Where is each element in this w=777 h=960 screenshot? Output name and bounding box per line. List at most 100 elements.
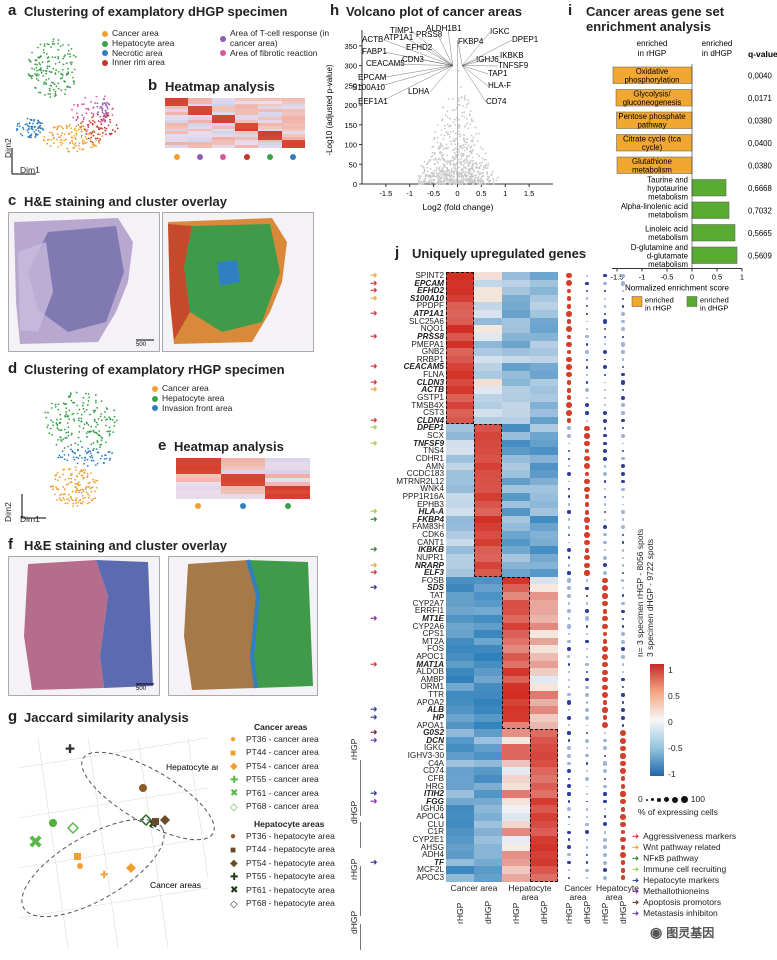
dotplot-dot <box>584 448 590 454</box>
legend-dot <box>102 50 108 57</box>
heatmap-cell <box>474 645 502 654</box>
umap-point <box>94 394 97 396</box>
volcano-point <box>444 170 447 173</box>
gene-label: ATP1A1 <box>413 309 444 319</box>
umap-point <box>70 136 73 139</box>
dotplot-dot <box>621 678 625 682</box>
dotplot-dot <box>566 578 572 583</box>
heatmap-cell <box>530 454 558 463</box>
umap-point <box>88 120 91 122</box>
volcano-ytick: 100 <box>344 141 357 150</box>
volcano-point <box>457 69 460 72</box>
umap-point <box>67 396 70 398</box>
umap-point <box>93 420 96 423</box>
arrow-icon: ➜ <box>632 842 640 852</box>
umap-point <box>80 413 83 416</box>
dotplot-dot <box>621 594 625 598</box>
heatmap-cell <box>176 474 222 479</box>
dotplot-dot <box>603 784 607 789</box>
umap-point <box>56 471 59 474</box>
size-legend-min: 0 <box>638 794 643 804</box>
marker-icon: ✖ <box>230 788 239 799</box>
heatmap-cell <box>530 470 558 479</box>
umap-point <box>47 77 50 80</box>
heatmap-cell <box>530 462 558 471</box>
heatmap-cell <box>281 142 306 146</box>
umap-point <box>69 61 72 64</box>
umap-point <box>65 411 67 413</box>
panel-d-umap <box>21 391 118 519</box>
gsea-xtick: -1 <box>639 273 646 282</box>
volcano-point <box>450 171 453 174</box>
umap-point <box>64 88 67 91</box>
marker-legend-label: NFκB pathway <box>643 853 699 863</box>
umap-point <box>16 129 18 132</box>
heatmap-cell <box>446 706 474 715</box>
volcano-point <box>474 174 477 177</box>
volcano-point <box>452 121 455 124</box>
volcano-point <box>455 156 458 158</box>
heatmap-cell <box>258 114 283 118</box>
umap-point <box>39 68 42 71</box>
heatmap-cell <box>530 813 558 822</box>
legend-label: PT68 - hepatocyte area <box>246 898 335 909</box>
umap-point <box>81 120 84 123</box>
volcano-point <box>454 132 457 135</box>
dotplot-dot <box>584 562 590 569</box>
gene-label: RRBP1 <box>416 354 444 364</box>
volcano-point <box>465 103 468 106</box>
volcano-point <box>449 177 452 180</box>
umap-point <box>44 82 47 84</box>
dotplot-dot <box>567 869 571 872</box>
volcano-point <box>420 165 423 167</box>
umap-point <box>92 145 95 148</box>
volcano-point <box>448 124 451 127</box>
panel-b-letter: b <box>148 77 158 94</box>
marker-arrow-icon: ➜ <box>370 734 378 745</box>
umap-point <box>70 433 73 436</box>
gsea-bar <box>691 224 736 242</box>
umap-point <box>77 443 80 446</box>
heatmap-cell <box>235 128 259 132</box>
legend-dot <box>152 385 158 392</box>
umap-point <box>52 424 55 427</box>
volcano-point <box>442 137 445 140</box>
dotplot-dot <box>567 632 571 636</box>
heatmap-cell <box>235 103 259 107</box>
heatmap-cell <box>502 439 530 448</box>
umap-point <box>33 68 36 71</box>
dotplot-dot <box>602 837 608 842</box>
dotplot-dot <box>621 571 625 575</box>
dotplot-dot <box>567 800 571 803</box>
volcano-point <box>435 182 438 185</box>
heatmap-cell <box>474 531 502 540</box>
volcano-point <box>429 177 432 179</box>
heatmap-cell <box>474 576 502 585</box>
dotplot-dot <box>602 608 608 614</box>
umap-point <box>35 66 38 69</box>
volcano-point <box>471 148 474 151</box>
umap-point <box>68 125 70 128</box>
umap-point <box>73 128 76 131</box>
marker-icon: ■ <box>230 844 237 856</box>
umap-point <box>75 145 77 148</box>
umap-point <box>67 468 70 471</box>
gsea-bar <box>691 179 727 197</box>
heatmap-cell <box>474 630 502 639</box>
volcano-point <box>479 162 481 165</box>
marker-arrow-icon: ➜ <box>370 582 378 593</box>
dotplot-dot <box>584 425 590 431</box>
dotplot-dot <box>603 518 606 521</box>
umap-point <box>82 116 85 119</box>
heatmap-cell <box>502 500 530 509</box>
volcano-point <box>481 148 484 151</box>
umap-point <box>66 422 69 424</box>
volcano-point <box>485 163 487 166</box>
umap-point <box>109 457 112 460</box>
umap-point <box>27 124 29 127</box>
legend-label: Inner rim area <box>112 57 165 68</box>
heatmap-cell <box>502 523 530 532</box>
volcano-gene-label: EEF1A1 <box>358 97 388 106</box>
volcano-point <box>457 97 460 100</box>
umap-point <box>21 134 24 137</box>
